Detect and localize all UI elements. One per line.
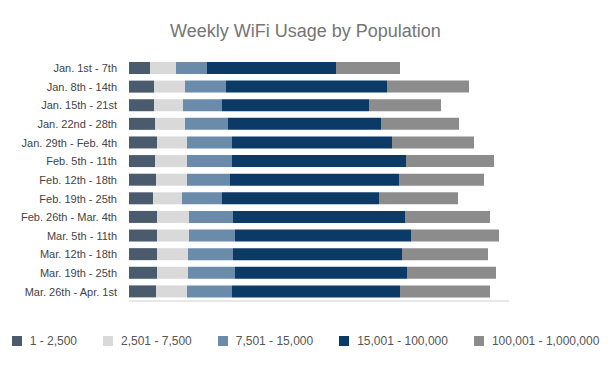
html-text:1 - 2,500: 1 - 2,500 [29,334,77,348]
svg-text:Feb. 26th - Mar. 4th: Feb. 26th - Mar. 4th [21,211,117,223]
svg-text:Mar. 19th - 25th: Mar. 19th - 25th [40,267,117,279]
svg-text:Feb. 5th - 11th: Feb. 5th - 11th [46,155,117,167]
svg-text:Jan. 22nd - 28th: Jan. 22nd - 28th [37,118,117,130]
html-text:2,501 - 7,500: 2,501 - 7,500 [121,334,192,348]
html-text:100,001 - 1,000,000: 100,001 - 1,000,000 [491,334,600,348]
svg-text:Feb. 12th - 18th: Feb. 12th - 18th [39,174,117,186]
html-text:15,001 - 100,000: 15,001 - 100,000 [357,334,448,348]
svg-text:Mar. 5th - 11th: Mar. 5th - 11th [47,230,117,242]
html-text:Weekly WiFi Usage by Populatio: Weekly WiFi Usage by Population [170,21,441,41]
svg-text:Jan. 29th - Feb. 4th: Jan. 29th - Feb. 4th [22,137,117,149]
svg-text:Mar. 26th - Apr. 1st: Mar. 26th - Apr. 1st [25,286,117,298]
svg-text:Feb. 19th - 25th: Feb. 19th - 25th [39,193,117,205]
svg-text:Jan. 15th - 21st: Jan. 15th - 21st [41,99,117,111]
svg-text:Jan. 8th - 14th: Jan. 8th - 14th [47,81,117,93]
svg-text:Jan. 1st - 7th: Jan. 1st - 7th [53,62,117,74]
svg-text:Mar. 12th - 18th: Mar. 12th - 18th [40,248,117,260]
html-text:7,501 - 15,000: 7,501 - 15,000 [235,334,314,348]
